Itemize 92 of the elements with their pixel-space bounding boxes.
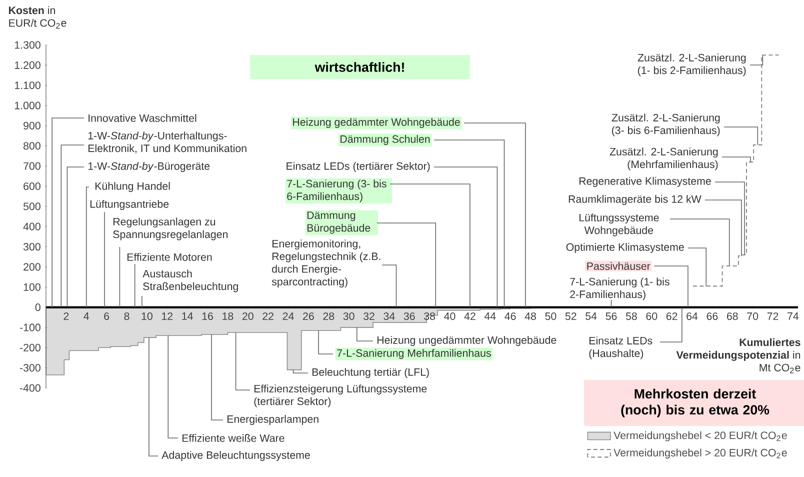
x-tick-label: 34 [384, 312, 395, 320]
x-tick-label: 66 [706, 312, 718, 320]
x-tick-label: 68 [727, 312, 738, 320]
annotation: Energiemonitoring, Regelungstechnik (z.B. durch Energie-sparcontracting) [272, 240, 380, 288]
x-tick-label: 48 [524, 312, 536, 320]
x-tick-label: 46 [504, 312, 516, 320]
x-tick-label: 58 [626, 312, 637, 320]
x-tick-label: 52 [565, 312, 576, 320]
y-tick-label: -300 [20, 364, 40, 372]
x-tick-label: 62 [666, 312, 678, 320]
annotation: Adaptive Beleuchtungssysteme [162, 451, 310, 461]
y-tick-label: 200 [24, 263, 40, 271]
annotation: Lüftungsantriebe [90, 200, 169, 210]
x-tick-label: 42 [464, 312, 476, 320]
annotation: Zusätzl. 2-L-Sanierung (Mehrfamilienhaus) [610, 148, 718, 170]
x-tick-label: 16 [202, 312, 213, 320]
x-tick-label: 32 [363, 312, 374, 320]
x-tick-label: 56 [606, 312, 617, 320]
annotation: Optimierte Klimasysteme [566, 243, 684, 253]
annotation: Energiesparlampen [227, 415, 318, 425]
annotation: Kühlung Handel [95, 182, 170, 192]
annotation: Dämmung Bürogebäude [307, 212, 370, 234]
x-tick-label: 54 [586, 312, 597, 320]
x-tick-label: 40 [444, 312, 456, 320]
annotation: Einsatz LEDs (tertiärer Sektor) [286, 162, 430, 172]
annotation: 1-W-Stand-by-Unterhaltungs-Elektronik, IT und Kommunikation [88, 132, 246, 154]
x-tick-label: 20 [242, 312, 254, 320]
x-tick-label: 30 [343, 312, 354, 320]
annotation: 7-L-Sanierung Mehrfamilienhaus [337, 349, 491, 359]
x-tick-label: 10 [142, 312, 152, 320]
annotation: Effizienzsteigerung Lüftungssysteme (tertiärer Sektor) [254, 384, 427, 408]
annotation: Dämmung Schulen [340, 135, 430, 145]
annotation: wirtschaftlich! [314, 62, 404, 72]
y-tick-label: 1.300 [14, 41, 40, 49]
x-tick-label: 4 [84, 312, 90, 320]
x-tick-label: 6 [104, 312, 110, 320]
annotation: Effiziente Motoren [127, 253, 212, 261]
annotation: Zusätzl. 2-L-Sanierung (3- bis 6-Familienhaus) [612, 114, 720, 136]
x-tick-label: 64 [686, 312, 698, 320]
x-tick-label: 38 [424, 312, 436, 320]
x-tick-label: 12 [162, 312, 173, 320]
annotation: Raumklimageräte bis 12 kW [568, 195, 702, 205]
x-tick-label: 24 [282, 312, 294, 320]
y-tick-label: 900 [24, 122, 40, 130]
annotation: 7-L-Sanierung (1- bis 2-Familienhaus) [570, 278, 670, 300]
y-tick-label: 800 [24, 142, 40, 150]
annotation: Heizung gedämmter Wohngebäude [293, 118, 460, 128]
x-tick-label: 8 [124, 312, 130, 320]
y-tick-label: 300 [23, 242, 40, 251]
annotation: Regelungsanlagen zu Spannungsregelanlagen [113, 218, 228, 240]
y-axis-title: Kosten in EUR/t CO$_{2}$e [8, 6, 66, 29]
annotation: Beleuchtung tertiär (LFL) [312, 368, 429, 378]
annotation: 1-W-Stand-by-Bürogeräte [88, 162, 210, 172]
x-tick-label: 28 [323, 312, 334, 320]
y-tick-label: 100 [24, 283, 40, 291]
y-tick-label: 500 [23, 202, 40, 210]
y-tick-label: 1.100 [14, 82, 40, 90]
annotation: Lüftungssysteme Wohngebäude [579, 214, 659, 236]
annotation: Heizung ungedämmter Wohngebäude [377, 336, 556, 346]
annotation: 7-L-Sanierung (3- bis 6-Familienhaus) [287, 180, 386, 202]
x-tick-label: 74 [788, 312, 799, 320]
x-tick-label: 70 [747, 312, 758, 320]
y-tick-label: -100 [20, 324, 40, 332]
annotation: Innovative Waschmittel [88, 114, 196, 122]
y-tick-label: 1.000 [14, 102, 40, 110]
legend-label: Vermeidungshebel > 20 EUR/t CO$_{2}$e [614, 448, 787, 459]
annotation: Einsatz LEDs (Haushalte) [589, 336, 652, 360]
x-tick-label: 44 [484, 312, 496, 320]
annotation: Regenerative Klimasysteme [579, 177, 711, 187]
annotation: Austausch Straßenbeleuchtung [142, 270, 238, 292]
y-tick-label: 700 [24, 162, 40, 170]
legend-label: Vermeidungshebel < 20 EUR/t CO$_{2}$e [614, 431, 787, 442]
y-tick-label: 1.200 [14, 61, 40, 69]
y-tick-label: -200 [20, 344, 40, 352]
x-tick-label: 2 [64, 312, 69, 320]
x-tick-label: 72 [767, 312, 778, 320]
annotation: Passivhäuser [587, 262, 650, 270]
x-tick-label: 36 [404, 312, 415, 320]
y-tick-label: 0 [35, 304, 40, 312]
x-axis-title: Kumuliertes Vermeidungspotenzial in Mt CO$_{2}$e [676, 338, 800, 374]
x-tick-label: 14 [182, 312, 193, 320]
y-tick-label: -400 [20, 384, 40, 392]
x-tick-label: 60 [646, 312, 658, 320]
x-tick-label: 22 [262, 312, 274, 320]
annotation: Zusätzl. 2-L-Sanierung (1- bis 2-Familienhaus) [638, 54, 746, 76]
text: Mehrkosten derzeit (noch) bis zu etwa 20% [621, 388, 770, 418]
x-tick-label: 50 [545, 312, 556, 320]
y-tick-label: 400 [23, 222, 40, 230]
annotation: Effiziente weiße Ware [182, 434, 284, 442]
y-tick-label: 600 [24, 182, 40, 190]
x-tick-label: 18 [222, 312, 234, 320]
x-tick-label: 26 [303, 312, 314, 320]
